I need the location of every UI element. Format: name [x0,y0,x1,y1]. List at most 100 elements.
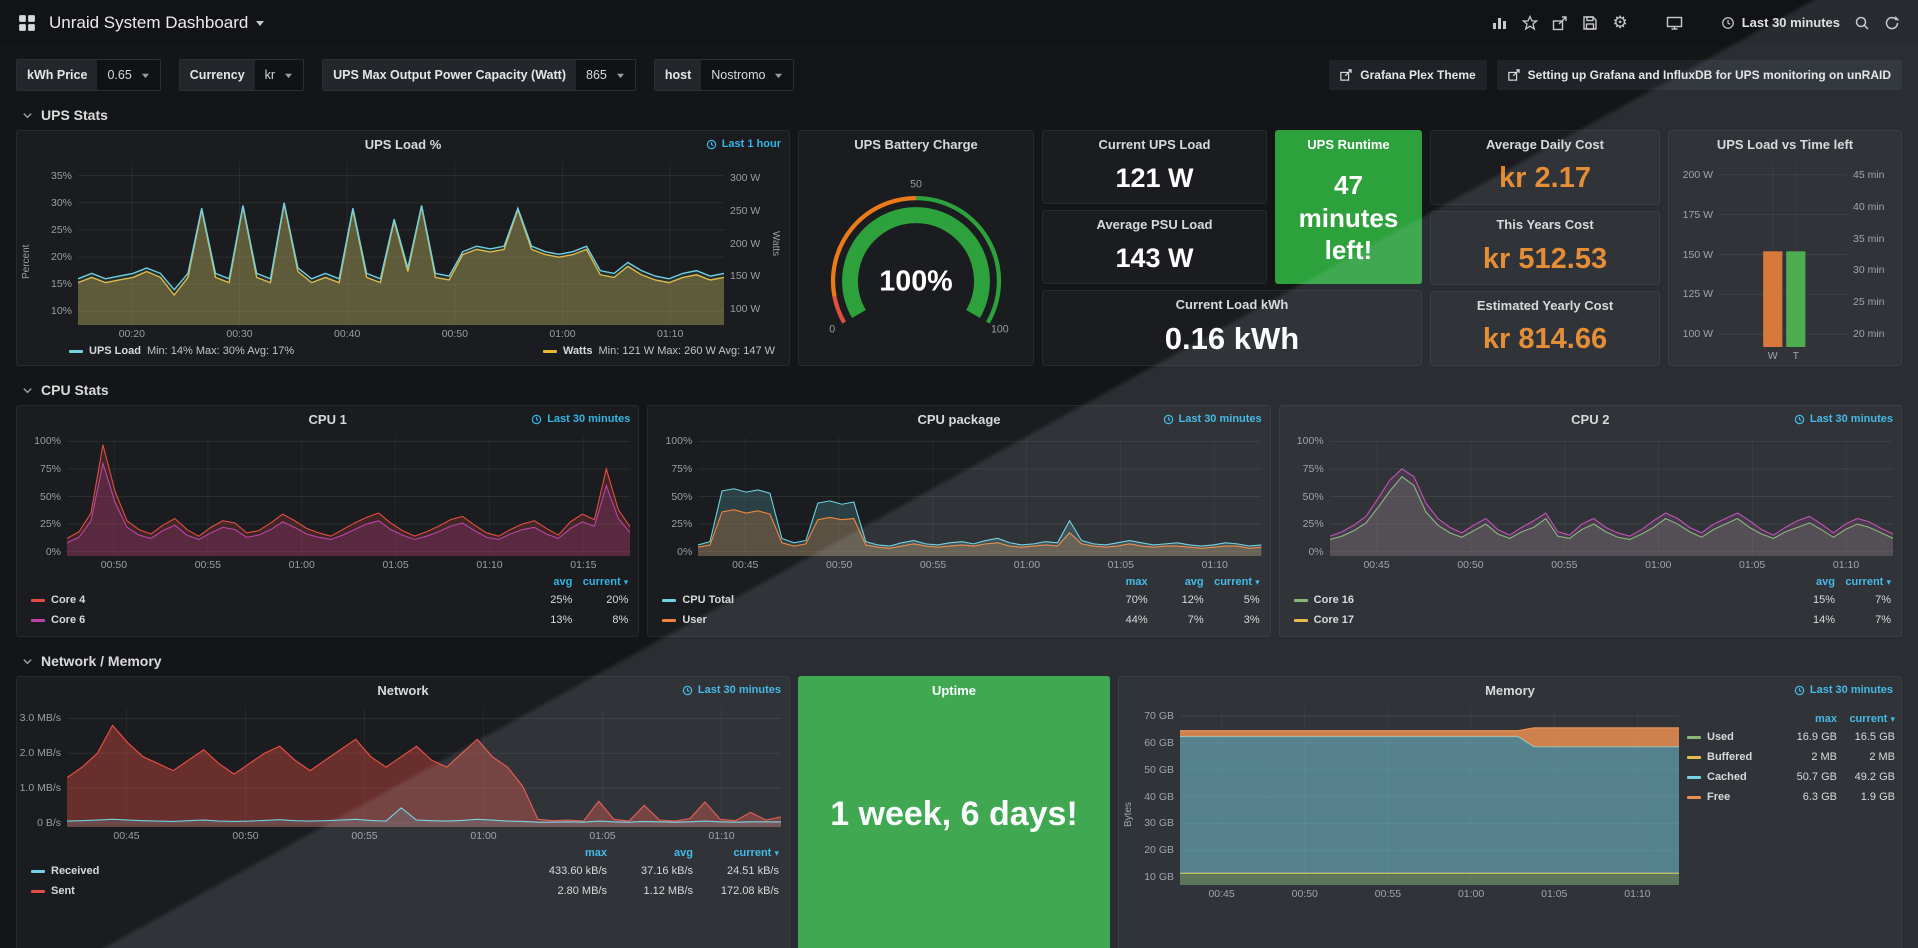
panel-title[interactable]: UPS Battery Charge [854,136,978,152]
legend-series-name[interactable]: Core 17 [1313,614,1355,626]
legend-series-name[interactable]: Received [51,865,100,877]
star-icon[interactable] [1522,14,1539,31]
legend-column-current[interactable]: current ▾ [1849,713,1895,725]
panel-average-psu-load: Average PSU Load 143 W [1042,210,1267,284]
network-chart[interactable]: 3.0 MB/s 2.0 MB/s 1.0 MB/s 0 B/s 00:45 00:50 0… [17,703,789,845]
legend-value: 20% [606,594,629,606]
ups-load-legend: UPS Load Min: 14% Max: 30% Avg: 17% Watts M… [17,343,789,365]
legend-column-avg[interactable]: avg [553,576,573,588]
panel-title[interactable]: Average PSU Load [1096,216,1213,232]
panel-title[interactable]: CPU 2 [1571,411,1610,427]
cycle-view-monitor-icon[interactable] [1666,15,1683,31]
save-icon[interactable] [1582,15,1598,31]
plot-area[interactable] [78,162,724,325]
variable-ups-max-output[interactable]: UPS Max Output Power Capacity (Watt) 865 [322,59,636,91]
legend-column-avg[interactable]: avg [674,847,693,859]
legend-column-avg[interactable]: avg [1184,576,1204,588]
zoom-out-icon[interactable] [1854,15,1870,31]
y-tick-label: 3.0 MB/s [19,712,61,725]
variable-currency[interactable]: Currency kr [178,59,305,91]
panel-title[interactable]: Current UPS Load [1098,136,1211,152]
panel-title[interactable]: UPS Runtime [1307,136,1390,152]
legend-value: 433.60 kB/s [548,865,607,877]
cpu1-chart[interactable]: 100% 75% 50% 25% 0% 00:50 00:55 01:00 01:05 01:10… [17,432,638,574]
apps-grid-icon[interactable] [18,14,36,32]
plot-area[interactable] [1180,708,1679,885]
legend-series-name[interactable]: Watts [562,345,593,357]
link-setup-guide[interactable]: Setting up Grafana and InfluxDB for UPS … [1496,60,1902,90]
plot-area[interactable] [1719,162,1847,347]
plot-area[interactable] [67,708,781,827]
legend-column-current[interactable]: current ▾ [582,576,629,588]
x-tick-label: 00:20 [118,328,145,340]
panel-title[interactable]: Average Daily Cost [1485,136,1604,152]
title-caret-icon[interactable] [255,19,265,27]
panel-time-badge[interactable]: Last 30 minutes [531,406,630,432]
row-header-ups-stats[interactable]: UPS Stats [22,107,1918,123]
legend-series-name[interactable]: Core 6 [51,614,86,626]
dashboard-title[interactable]: Unraid System Dashboard [49,12,249,32]
plot-area[interactable] [67,437,631,556]
legend-series-name[interactable]: Sent [51,885,75,897]
ups-load-vs-time-bar-chart[interactable]: 200 W 175 W 150 W 125 W 100 W W T 45 min 40 min 3… [1669,157,1901,365]
legend-series-name[interactable]: Used [1707,731,1734,743]
refresh-icon[interactable] [1884,15,1900,31]
cpu-package-chart[interactable]: 100% 75% 50% 25% 0% 00:45 00:50 00:55 01:00 01:05… [648,432,1269,574]
legend-column-max[interactable]: max [1125,576,1148,588]
ups-load-chart[interactable]: Percent 35% 30% 25% 20% 15% 10% 00:20 00:30 00:40… [17,157,789,343]
legend-series-name[interactable]: Buffered [1707,751,1753,763]
x-tick-label: 01:10 [1624,888,1651,900]
legend-column-max[interactable]: max [584,847,607,859]
x-tick-label: 01:00 [288,559,315,571]
panel-title[interactable]: UPS Load vs Time left [1716,136,1854,152]
panel-title[interactable]: Estimated Yearly Cost [1476,297,1614,313]
time-picker-button[interactable]: Last 30 minutes [1721,15,1840,30]
legend-value: 2.80 MB/s [557,885,607,897]
legend-series-name[interactable]: Core 4 [51,594,86,606]
legend-column-current[interactable]: current ▾ [733,847,779,859]
legend-series-name[interactable]: Core 16 [1313,594,1355,606]
legend-row: Buffered 2 MB 2 MB [1687,747,1895,767]
panel-time-badge[interactable]: Last 30 minutes [682,677,781,703]
legend-series-name[interactable]: CPU Total [682,594,735,606]
panel-title[interactable]: CPU package [917,411,1001,427]
panel-title[interactable]: Network [377,682,429,698]
legend-series-name[interactable]: Cached [1707,771,1747,783]
settings-gear-icon[interactable]: ⚙ [1612,12,1628,33]
row-header-cpu-stats[interactable]: CPU Stats [22,382,1918,398]
legend-series-color [1687,795,1701,799]
panel-title[interactable]: Memory [1485,682,1535,698]
chevron-down-icon [775,73,783,78]
panel-time-badge[interactable]: Last 30 minutes [1794,677,1893,703]
panel-title[interactable]: This Years Cost [1496,217,1594,233]
plot-area[interactable] [1329,437,1893,556]
memory-chart[interactable]: Bytes 70 GB 60 GB 50 GB 40 GB 30 GB 20 GB 10 GB… [1119,703,1687,903]
row-header-network-memory[interactable]: Network / Memory [22,653,1918,669]
legend-value: 25% [550,594,573,606]
variable-host[interactable]: host Nostromo [653,59,795,91]
panel-time-badge[interactable]: Last 30 minutes [1794,406,1893,432]
legend-column-avg[interactable]: avg [1816,576,1835,588]
legend-column-max[interactable]: max [1814,713,1837,725]
panel-time-badge[interactable]: Last 30 minutes [1163,406,1262,432]
panel-title[interactable]: CPU 1 [308,411,347,427]
x-tick-label: 00:50 [100,559,128,571]
legend-column-current[interactable]: current ▾ [1845,576,1891,588]
clock-icon [1794,685,1805,695]
legend-series-name[interactable]: Free [1707,791,1731,803]
panel-title[interactable]: UPS Load % [364,136,442,152]
link-grafana-plex-theme[interactable]: Grafana Plex Theme [1329,60,1487,90]
add-panel-icon[interactable] [1492,15,1508,31]
panel-title[interactable]: Current Load kWh [1175,296,1289,312]
x-tick-label: 01:10 [476,559,503,571]
share-icon[interactable] [1552,15,1568,31]
cpu2-chart[interactable]: 100% 75% 50% 25% 0% 00:45 00:50 00:55 01:00 01:05… [1280,432,1901,574]
legend-series-name[interactable]: User [682,614,707,626]
variable-kwh-price[interactable]: kWh Price 0.65 [16,59,161,91]
panel-time-badge[interactable]: Last 1 hour [706,131,781,157]
panel-title[interactable]: Uptime [931,682,977,698]
legend-column-current[interactable]: current ▾ [1214,576,1260,588]
x-tick-label: 00:50 [1457,559,1484,571]
legend-series-name[interactable]: UPS Load [89,345,141,357]
plot-area[interactable] [698,437,1262,556]
